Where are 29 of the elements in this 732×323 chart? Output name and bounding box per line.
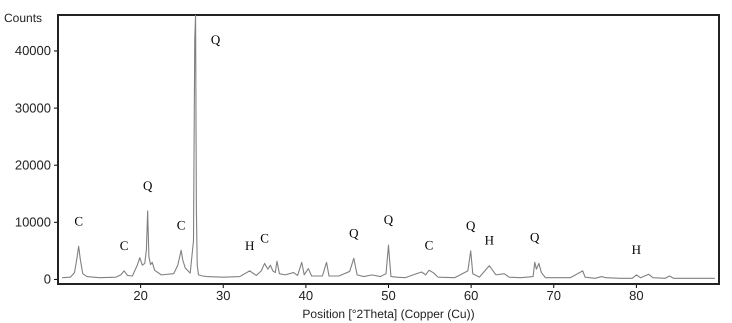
annotation: Q [210,32,221,47]
annotation: C [74,213,83,228]
x-tick-label: 40 [298,288,314,304]
x-tick-label: 30 [216,288,230,304]
x-tick-label: 60 [464,288,478,304]
line-series [62,15,716,279]
x-tick-label: 20 [133,288,148,304]
annotation: Q [349,225,360,240]
x-tick-label: 70 [546,288,561,304]
annotation: C [260,230,269,246]
annotation: C [424,237,434,252]
annotation: H [484,232,494,248]
y-tick-label: 40000 [14,43,51,58]
y-tick-label: 0 [44,272,51,287]
x-tick-label: 50 [381,288,396,304]
annotation: C [120,238,128,253]
x-axis-title: Position [°2Theta] (Copper (Cu)) [302,307,475,321]
annotation: Q [384,212,394,228]
y-tick-label: 20000 [14,157,51,172]
y-tick-label: 30000 [14,100,51,116]
annotation: Q [530,229,540,244]
annotation: H [244,238,254,253]
annotation: Q [142,178,153,193]
annotation: H [632,242,642,257]
annotation: C [176,217,186,232]
annotation: Q [466,218,476,233]
x-tick-label: 80 [629,288,644,304]
y-tick-label: 10000 [14,214,51,230]
y-axis-title: Counts [4,11,42,25]
